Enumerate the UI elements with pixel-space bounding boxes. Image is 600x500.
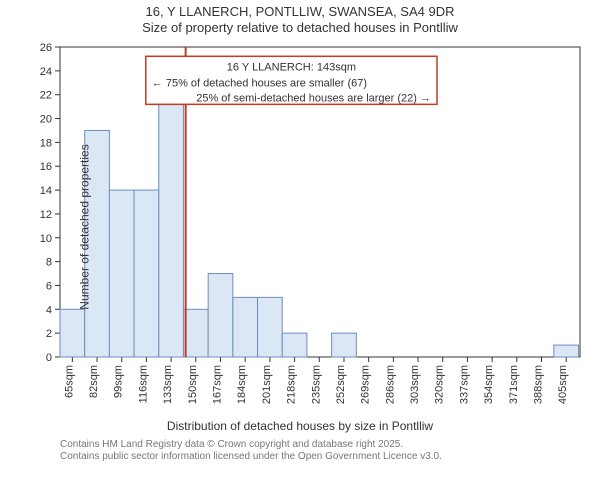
x-tick-label: 320sqm	[434, 365, 446, 404]
histogram-bar	[258, 297, 283, 357]
histogram-bar	[282, 333, 307, 357]
y-tick-label: 26	[40, 42, 52, 54]
x-tick-label: 354sqm	[483, 365, 495, 404]
histogram-bar	[109, 190, 134, 357]
y-tick-label: 20	[40, 113, 52, 125]
y-tick-label: 18	[40, 137, 52, 149]
footer-attribution: Contains HM Land Registry data © Crown c…	[0, 433, 600, 464]
x-tick-label: 286sqm	[384, 365, 396, 404]
histogram-bar	[332, 333, 357, 357]
x-tick-label: 235sqm	[310, 365, 322, 404]
x-tick-label: 218sqm	[286, 365, 298, 404]
histogram-bar	[554, 345, 579, 357]
y-tick-label: 16	[40, 161, 52, 173]
x-tick-label: 150sqm	[187, 365, 199, 404]
y-tick-label: 8	[46, 256, 52, 268]
chart-title-line2: Size of property relative to detached ho…	[0, 20, 600, 36]
y-tick-label: 2	[46, 328, 52, 340]
chart-title-line1: 16, Y LLANERCH, PONTLLIW, SWANSEA, SA4 9…	[0, 4, 600, 20]
x-axis-label: Distribution of detached houses by size …	[0, 419, 600, 433]
y-axis-label: Number of detached properties	[78, 144, 92, 309]
x-tick-label: 337sqm	[458, 365, 470, 404]
y-tick-label: 0	[46, 352, 52, 364]
histogram-bar	[183, 309, 208, 357]
footer-line1: Contains HM Land Registry data © Crown c…	[60, 439, 600, 452]
histogram-bar	[60, 309, 85, 357]
x-tick-label: 201sqm	[261, 365, 273, 404]
y-tick-label: 4	[46, 304, 52, 316]
callout-line2: ← 75% of detached houses are smaller (67…	[152, 77, 367, 89]
y-tick-label: 14	[40, 185, 52, 197]
histogram-bar	[208, 273, 233, 356]
histogram-bar	[134, 190, 159, 357]
y-tick-label: 22	[40, 89, 52, 101]
x-tick-label: 252sqm	[335, 365, 347, 404]
y-tick-label: 12	[40, 208, 52, 220]
x-tick-label: 82sqm	[88, 365, 100, 398]
x-tick-label: 116sqm	[137, 365, 149, 403]
y-tick-label: 10	[40, 232, 52, 244]
chart-container: Number of detached properties 0246810121…	[0, 37, 600, 417]
x-tick-label: 303sqm	[409, 365, 421, 404]
footer-line2: Contains public sector information licen…	[60, 451, 600, 464]
x-tick-label: 99sqm	[113, 365, 125, 398]
x-tick-label: 388sqm	[533, 365, 545, 404]
x-tick-label: 65sqm	[63, 365, 75, 398]
x-tick-label: 371sqm	[508, 365, 520, 404]
x-tick-label: 167sqm	[212, 365, 224, 404]
y-tick-label: 24	[40, 65, 52, 77]
x-tick-label: 133sqm	[162, 365, 174, 404]
x-tick-label: 269sqm	[360, 365, 372, 404]
x-tick-label: 184sqm	[236, 365, 248, 404]
chart-title-block: 16, Y LLANERCH, PONTLLIW, SWANSEA, SA4 9…	[0, 0, 600, 37]
y-tick-label: 6	[46, 280, 52, 292]
callout-line3: 25% of semi-detached houses are larger (…	[196, 92, 431, 104]
histogram-bar	[233, 297, 258, 357]
callout-line1: 16 Y LLANERCH: 143sqm	[227, 61, 356, 73]
x-tick-label: 405sqm	[557, 365, 569, 404]
histogram-bar	[159, 94, 184, 356]
